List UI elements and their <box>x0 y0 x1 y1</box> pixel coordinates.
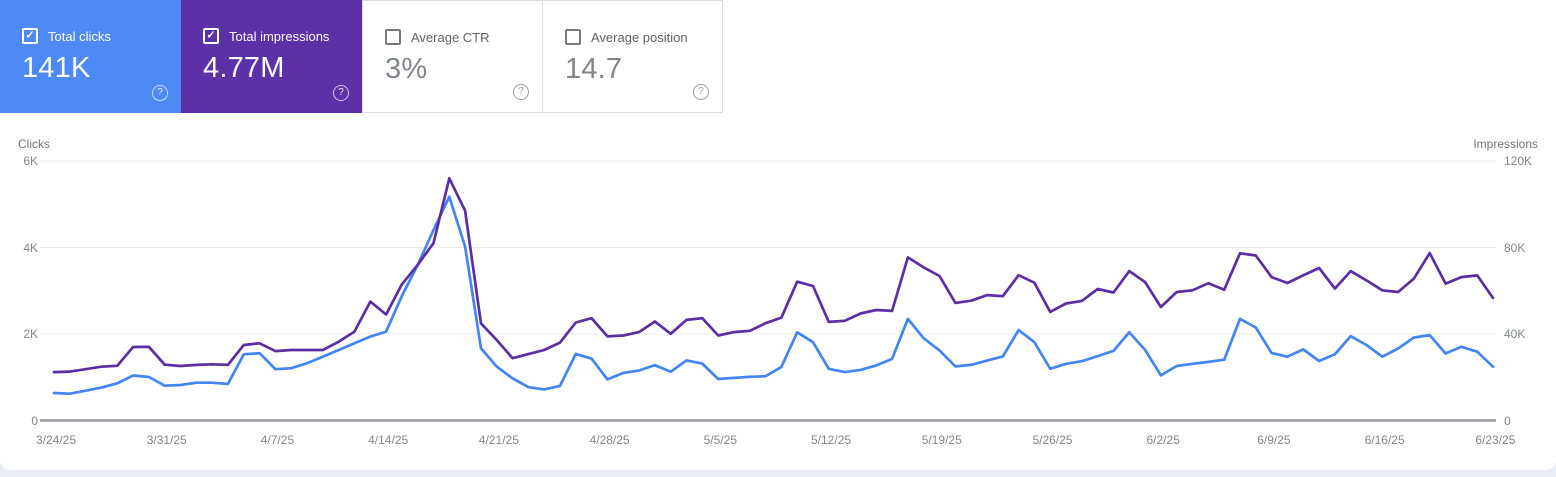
x-axis-label: 3/24/25 <box>35 433 77 447</box>
metric-card-value: 141K <box>22 52 91 84</box>
x-axis-label: 6/9/25 <box>1257 433 1291 447</box>
x-axis-label: 6/2/25 <box>1146 433 1180 447</box>
help-icon[interactable]: ? <box>693 84 709 100</box>
left-axis-title: Clicks <box>18 137 50 151</box>
x-axis-label: 6/23/25 <box>1475 433 1516 447</box>
help-icon[interactable]: ? <box>152 85 168 101</box>
x-axis-label: 4/7/25 <box>260 433 295 447</box>
x-axis-label: 4/21/25 <box>478 433 519 447</box>
metric-card-average-position[interactable]: ✓ Average position 14.7 ? <box>542 0 723 113</box>
help-icon[interactable]: ? <box>513 84 529 100</box>
check-icon: ✓ <box>25 29 35 41</box>
average-position-checkbox[interactable]: ✓ <box>565 29 581 45</box>
metric-card-label: Total impressions <box>229 28 330 44</box>
total-impressions-checkbox[interactable]: ✓ <box>203 28 219 44</box>
metric-card-value: 4.77M <box>203 52 285 84</box>
metric-card-average-ctr[interactable]: ✓ Average CTR 3% ? <box>362 0 543 113</box>
y-axis-tick-right: 0 <box>1504 413 1511 428</box>
x-axis-label: 5/5/25 <box>703 433 737 447</box>
x-axis-label: 3/31/25 <box>146 433 187 447</box>
clicks-line <box>52 195 1495 396</box>
x-axis-label: 5/26/25 <box>1032 433 1073 447</box>
metric-card-total-clicks[interactable]: ✓ Total clicks 141K ? <box>0 0 181 113</box>
x-axis-label: 4/14/25 <box>368 433 409 447</box>
average-ctr-checkbox[interactable]: ✓ <box>385 29 401 45</box>
x-axis-label: 4/28/25 <box>589 433 630 447</box>
right-axis-title: Impressions <box>1473 137 1538 151</box>
check-icon: ✓ <box>206 29 216 41</box>
total-clicks-checkbox[interactable]: ✓ <box>22 28 38 44</box>
y-axis-tick-left: 0 <box>31 413 38 428</box>
y-axis-tick-left: 4K <box>23 240 38 255</box>
help-icon[interactable]: ? <box>333 85 349 101</box>
metric-card-label: Average CTR <box>411 29 490 45</box>
y-axis-tick-right: 120K <box>1504 154 1533 168</box>
metric-card-value: 3% <box>385 53 428 85</box>
y-axis-tick-right: 40K <box>1504 327 1526 341</box>
y-axis-tick-right: 80K <box>1504 240 1526 255</box>
metric-cards: ✓ Total clicks 141K ? ✓ Total impression… <box>0 0 723 113</box>
y-axis-tick-left: 6K <box>23 154 38 168</box>
x-axis-label: 5/12/25 <box>811 433 852 447</box>
x-axis-label: 5/19/25 <box>921 433 962 447</box>
metric-card-total-impressions[interactable]: ✓ Total impressions 4.77M ? <box>181 0 362 113</box>
metric-card-label: Average position <box>591 29 688 45</box>
metric-card-label: Total clicks <box>48 28 111 44</box>
impressions-line <box>52 176 1495 374</box>
y-axis-tick-left: 2K <box>23 327 38 341</box>
x-axis-label: 6/16/25 <box>1364 433 1405 447</box>
metric-card-value: 14.7 <box>565 53 623 85</box>
